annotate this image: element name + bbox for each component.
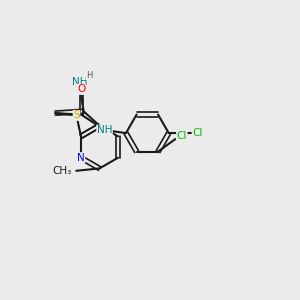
Text: NH: NH [72,76,88,87]
Text: H: H [86,71,92,80]
Text: N: N [77,153,85,163]
Text: NH: NH [97,125,112,135]
Text: S: S [73,110,80,120]
Text: Cl: Cl [192,128,203,138]
Text: Cl: Cl [177,130,187,141]
Text: CH₃: CH₃ [52,166,72,176]
Text: O: O [77,84,86,94]
